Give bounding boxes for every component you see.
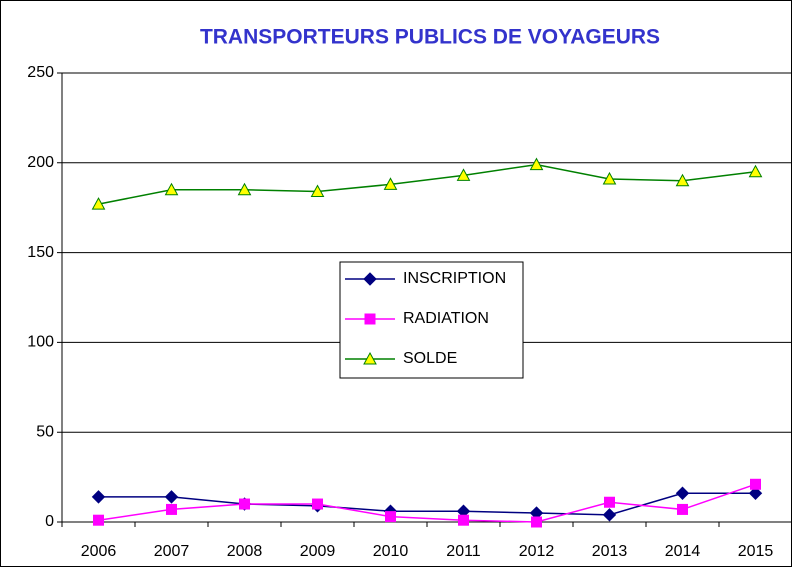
y-tick-label: 0 (45, 513, 54, 530)
x-tick-label: 2007 (154, 543, 190, 560)
point (604, 496, 615, 508)
point (675, 486, 690, 500)
point (93, 514, 104, 526)
point (675, 173, 690, 187)
point (456, 168, 471, 181)
legend-marker (363, 351, 377, 365)
y-tick-label: 50 (36, 423, 54, 440)
series-line (98, 483, 756, 523)
legend-label: INSCRIPTION (403, 270, 506, 287)
legend-marker (364, 313, 376, 325)
y-tick-label: 200 (27, 154, 54, 171)
x-tick-label: 2012 (519, 543, 555, 560)
point (91, 490, 106, 504)
legend-label: SOLDE (403, 350, 457, 367)
y-tick-label: 150 (27, 244, 54, 261)
point (312, 498, 323, 510)
x-tick-label: 2013 (592, 543, 628, 560)
point (750, 478, 761, 490)
point (91, 197, 106, 210)
x-tick-label: 2006 (81, 543, 117, 560)
point (166, 503, 177, 515)
point (748, 486, 763, 500)
point (748, 164, 763, 178)
x-tick-label: 2011 (446, 543, 481, 560)
chart-title: TRANSPORTEURS PUBLICS DE VOYAGEURS (200, 26, 660, 49)
x-tick-label: 2015 (738, 543, 774, 560)
point (677, 503, 688, 515)
point (383, 177, 398, 190)
point (458, 514, 469, 526)
x-tick-label: 2009 (300, 543, 336, 560)
y-tick-label: 100 (27, 334, 54, 351)
series-line (98, 492, 756, 516)
legend-marker (363, 272, 377, 286)
point (602, 171, 617, 185)
point (164, 182, 179, 196)
point (310, 184, 325, 198)
legend-label: RADIATION (403, 310, 489, 327)
x-tick-label: 2008 (227, 543, 263, 560)
series-line (98, 163, 756, 205)
point (529, 157, 544, 171)
y-tick-label: 250 (27, 64, 54, 81)
x-tick-label: 2014 (665, 543, 701, 560)
point (164, 490, 179, 504)
point (531, 516, 542, 528)
point (237, 182, 252, 196)
point (385, 511, 396, 523)
point (239, 498, 250, 510)
point (602, 508, 617, 522)
x-tick-label: 2010 (373, 543, 409, 560)
